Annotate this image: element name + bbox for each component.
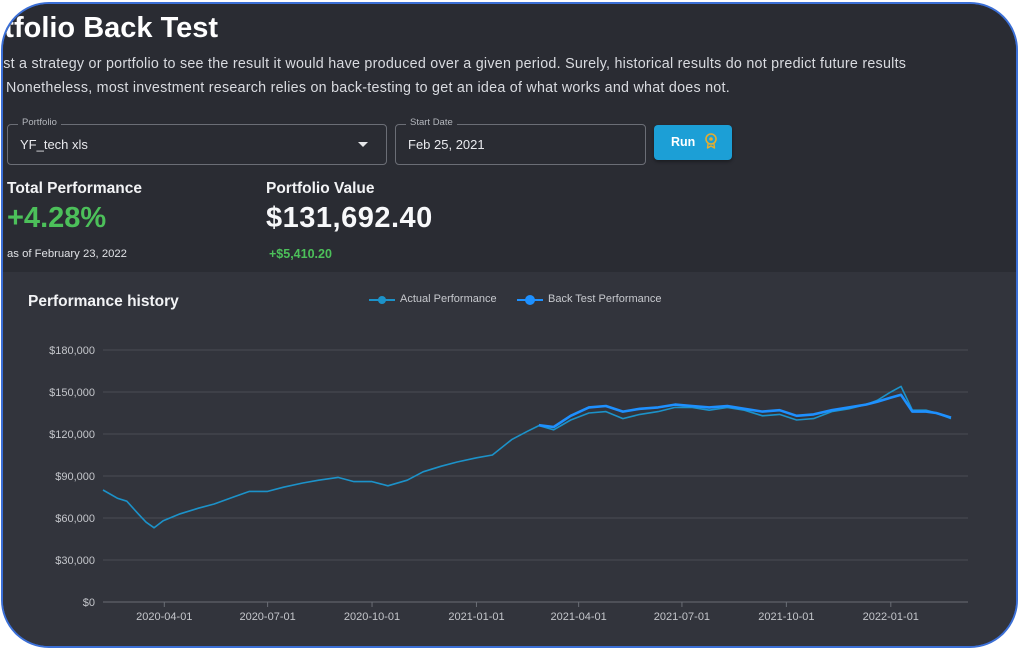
- x-tick-label: 2020-04-01: [136, 611, 192, 623]
- start-date-value: Feb 25, 2021: [408, 137, 485, 152]
- y-tick-label: $120,000: [49, 429, 95, 441]
- total-performance-value: +4.28%: [7, 202, 107, 234]
- portfolio-select[interactable]: Portfolio YF_tech xls: [7, 117, 387, 165]
- badge-icon: [705, 133, 717, 149]
- chart-title: Performance history: [28, 293, 179, 310]
- x-tick-label: 2020-10-01: [344, 611, 400, 623]
- x-tick-label: 2021-10-01: [758, 611, 814, 623]
- legend-backtest-label: Back Test Performance: [548, 293, 662, 305]
- y-tick-label: $30,000: [55, 555, 95, 567]
- x-tick-label: 2022-01-01: [863, 611, 919, 623]
- y-tick-label: $0: [83, 597, 95, 609]
- portfolio-value: YF_tech xls: [20, 137, 88, 152]
- run-button[interactable]: Run: [654, 125, 732, 160]
- x-tick-label: 2020-07-01: [239, 611, 295, 623]
- portfolio-value-label: Portfolio Value: [266, 180, 375, 197]
- dropdown-caret-icon[interactable]: [358, 142, 368, 147]
- portfolio-label: Portfolio: [18, 117, 61, 128]
- y-tick-label: $60,000: [55, 513, 95, 525]
- legend-actual-label: Actual Performance: [400, 293, 497, 305]
- x-tick-label: 2021-01-01: [448, 611, 504, 623]
- description-line-1: est a strategy or portfolio to see the r…: [1, 56, 907, 72]
- header-panel: rtfolio Back Test est a strategy or port…: [3, 4, 1016, 272]
- run-button-label: Run: [671, 135, 696, 149]
- y-tick-label: $180,000: [49, 345, 95, 357]
- y-tick-label: $150,000: [49, 387, 95, 399]
- performance-chart-panel: Performance history Actual Performance B…: [3, 272, 1016, 646]
- page-title: rtfolio Back Test: [1, 12, 219, 44]
- total-performance-label: Total Performance: [7, 180, 142, 197]
- legend-actual-marker: [369, 296, 395, 304]
- x-tick-label: 2021-07-01: [654, 611, 710, 623]
- x-tick-label: 2021-04-01: [550, 611, 606, 623]
- portfolio-value-amount: $131,692.40: [266, 202, 433, 234]
- description-line-2: Nonetheless, most investment research re…: [6, 80, 730, 96]
- series-line-backtest: [538, 393, 952, 429]
- as-of-date: as of February 23, 2022: [7, 248, 127, 260]
- start-date-field[interactable]: Start Date Feb 25, 2021: [395, 117, 646, 165]
- y-tick-label: $90,000: [55, 471, 95, 483]
- performance-chart: $0 $30,000 $60,000 $90,000 $120,000 $150,000 $…: [49, 345, 968, 623]
- portfolio-value-change: +$5,410.20: [269, 247, 332, 261]
- legend-backtest-marker: [517, 295, 543, 305]
- series-line-actual: [102, 385, 952, 529]
- start-date-label: Start Date: [406, 117, 457, 128]
